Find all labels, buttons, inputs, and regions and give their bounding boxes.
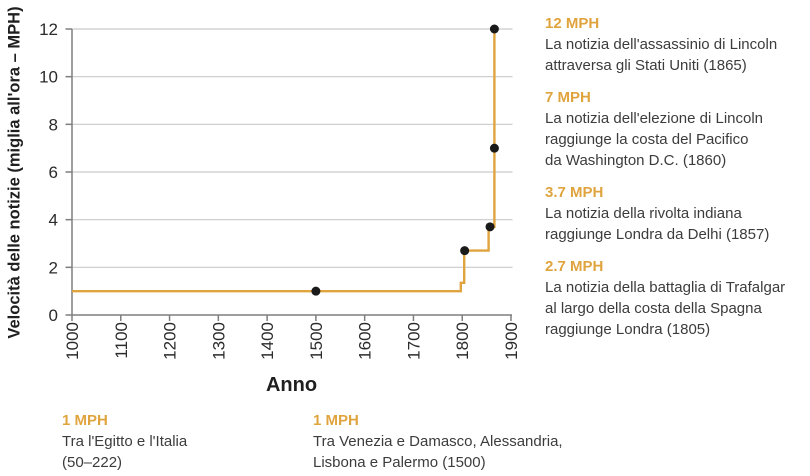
x-tick-label: 1000	[63, 322, 82, 360]
annotation-1mph-egypt-italy: 1 MPH Tra l'Egitto e l'Italia (50–222)	[62, 410, 187, 473]
annotation-text: La notizia dell'elezione di Lincoln ragg…	[545, 110, 764, 169]
annotation-text: Tra Venezia e Damasco, Alessandria, Lisb…	[313, 433, 563, 471]
y-tick-label: 10	[39, 68, 58, 87]
y-tick-label: 2	[49, 258, 58, 277]
news-speed-line	[72, 29, 496, 293]
x-tick-label: 1300	[209, 322, 228, 360]
annotation-text: La notizia della battaglia di Trafalgar …	[545, 279, 786, 338]
annotation-speed-label: 12 MPH	[545, 15, 600, 32]
x-tick-label: 1400	[258, 322, 277, 360]
data-point	[311, 286, 321, 296]
x-tick-label: 1100	[112, 322, 131, 359]
annotation-1mph-venice-damascus: 1 MPH Tra Venezia e Damasco, Alessandria…	[313, 410, 563, 473]
x-axis-title: Anno	[265, 374, 318, 396]
data-point	[489, 24, 499, 34]
y-tick-label: 4	[49, 211, 58, 230]
annotation-2-7mph: 2.7 MPH La notizia della battaglia di Tr…	[545, 256, 807, 340]
x-tick-label: 1700	[404, 322, 423, 360]
annotation-speed-label: 1 MPH	[313, 412, 359, 429]
x-tick-label: 1900	[502, 322, 521, 360]
annotation-speed-label: 2.7 MPH	[545, 258, 604, 275]
annotation-text: La notizia della rivolta indiana raggiun…	[545, 205, 770, 243]
annotation-speed-label: 3.7 MPH	[545, 184, 604, 201]
y-tick-label: 0	[49, 306, 58, 325]
x-tick-label: 1800	[453, 322, 472, 360]
y-tick-label: 8	[49, 115, 58, 134]
x-tick-label: 1200	[161, 322, 180, 360]
annotation-speed-label: 1 MPH	[62, 412, 108, 429]
annotation-3-7mph: 3.7 MPH La notizia della rivolta indiana…	[545, 182, 807, 245]
x-tick-label: 1600	[356, 322, 375, 360]
chart-plot: 0 2 4 6 8 10 12 1000 1100 1200 1300 1400 1500 1600 170…	[39, 20, 521, 360]
y-tick-label: 6	[49, 163, 58, 182]
annotation-speed-label: 7 MPH	[545, 89, 591, 106]
annotation-text: Tra l'Egitto e l'Italia (50–222)	[62, 433, 188, 471]
annotation-text: La notizia dell'assassinio di Lincoln at…	[545, 36, 778, 74]
annotation-7mph: 7 MPH La notizia dell'elezione di Lincol…	[545, 87, 807, 171]
data-point	[485, 222, 495, 232]
x-tick-label: 1500	[307, 322, 326, 360]
y-tick-label: 12	[39, 20, 58, 39]
data-point	[489, 143, 499, 153]
annotation-12mph: 12 MPH La notizia dell'assassinio di Lin…	[545, 13, 807, 76]
data-point	[460, 246, 470, 256]
annotations-right: 12 MPH La notizia dell'assassinio di Lin…	[545, 13, 807, 351]
